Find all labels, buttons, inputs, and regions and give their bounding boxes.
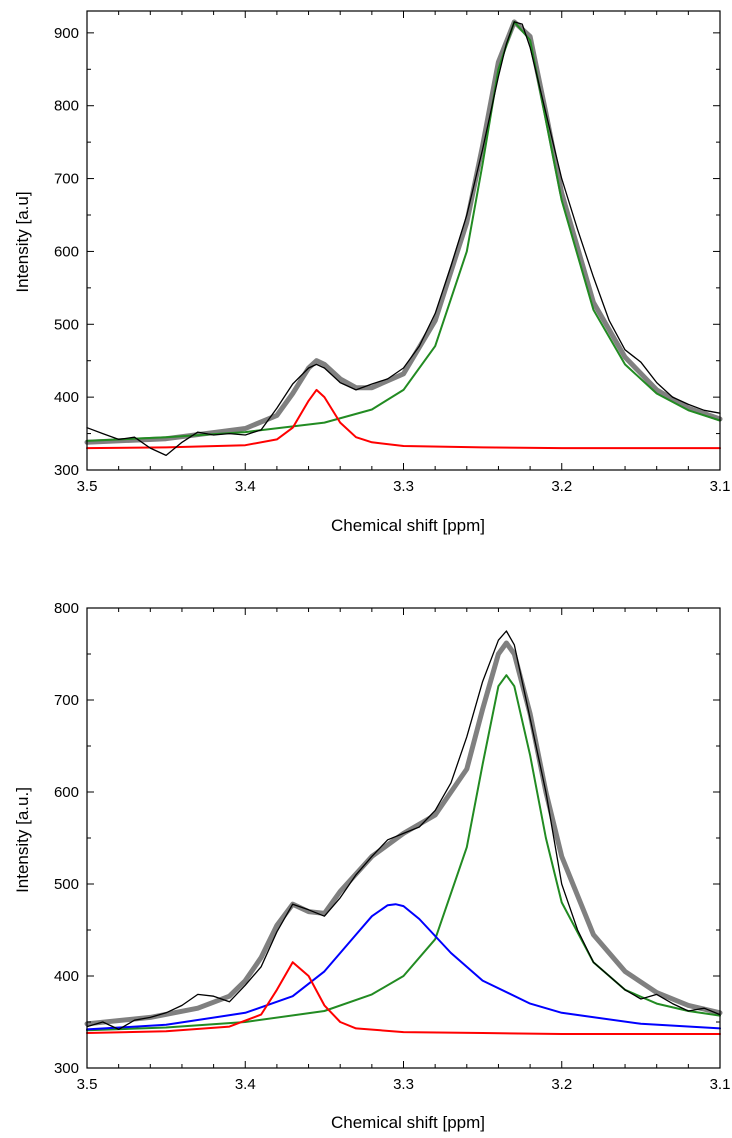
- y-tick-label-bottom: 400: [54, 968, 79, 985]
- x-tick-label-bottom: 3.3: [393, 1076, 414, 1093]
- y-tick-label-bottom: 300: [54, 1060, 79, 1077]
- series-line-bottom-0: [86, 630, 721, 1031]
- x-tick-label-top: 3.3: [393, 478, 414, 495]
- y-tick-label-bottom: 700: [54, 692, 79, 709]
- series-line-top-2: [86, 20, 721, 442]
- x-tick-label-top: 3.1: [710, 478, 731, 495]
- series-line-top-0: [86, 21, 721, 457]
- chart-bottom: 3.5 3.4 3.3 3.2 3.1 300 400 500 600 700 800 Chemic…: [13, 600, 730, 1132]
- y-tick-label-bottom: 800: [54, 600, 79, 617]
- x-axis-title-bottom: Chemical shift [ppm]: [331, 1113, 485, 1132]
- series-layer-top: [84, 19, 723, 457]
- y-tick-label-bottom: 500: [54, 876, 79, 893]
- y-axis-title-bottom: Intensity [a.u.]: [13, 787, 32, 893]
- y-tick-label-top: 800: [54, 98, 79, 115]
- y-tick-label-top: 400: [54, 389, 79, 406]
- chart-top: 3.5 3.4 3.3 3.2 3.1 300 400 500 600 700 800 900 Che…: [13, 10, 731, 535]
- y-tick-label-top: 500: [54, 316, 79, 333]
- series-line-bottom-3: [86, 903, 721, 1031]
- y-tick-label-bottom: 600: [54, 784, 79, 801]
- series-line-top-3: [86, 388, 721, 450]
- series-layer-bottom: [84, 630, 723, 1035]
- x-tick-label-top: 3.5: [77, 478, 98, 495]
- series-line-bottom-2: [86, 674, 721, 1032]
- series-line-bottom-1: [84, 640, 723, 1027]
- plot-frame-bottom: [86, 607, 721, 1069]
- y-tick-label-top: 300: [54, 462, 79, 479]
- x-tick-label-bottom: 3.5: [77, 1076, 98, 1093]
- x-axis-title-top: Chemical shift [ppm]: [331, 516, 485, 535]
- y-tick-label-top: 900: [54, 25, 79, 42]
- y-axis-title-top: Intensity [a.u]: [13, 191, 32, 292]
- axes-layer-bottom: 3.5 3.4 3.3 3.2 3.1 300 400 500 600 700 800: [54, 600, 730, 1093]
- plot-frame-top: [86, 10, 721, 471]
- axes-layer-top: 3.5 3.4 3.3 3.2 3.1 300 400 500 600 700 800 900: [54, 10, 731, 495]
- x-tick-label-bottom: 3.4: [235, 1076, 256, 1093]
- x-tick-label-bottom: 3.1: [710, 1076, 731, 1093]
- series-line-top-1: [84, 19, 723, 445]
- series-line-bottom-4: [86, 961, 721, 1035]
- x-tick-label-top: 3.4: [235, 478, 256, 495]
- x-tick-label-top: 3.2: [551, 478, 572, 495]
- x-tick-label-bottom: 3.2: [551, 1076, 572, 1093]
- y-tick-label-top: 700: [54, 171, 79, 188]
- y-tick-label-top: 600: [54, 243, 79, 260]
